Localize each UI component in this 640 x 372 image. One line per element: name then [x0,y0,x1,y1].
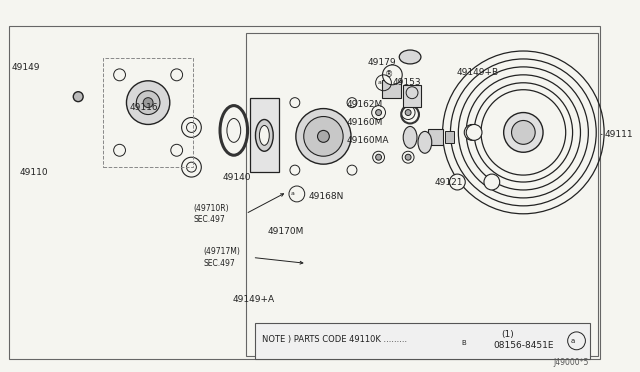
Circle shape [114,144,125,156]
Circle shape [296,109,351,164]
Text: J49000*5: J49000*5 [553,358,588,367]
Circle shape [143,98,153,108]
Polygon shape [108,63,189,162]
Text: a: a [291,192,295,196]
Text: 49110: 49110 [19,168,48,177]
Circle shape [317,131,330,142]
Ellipse shape [399,50,421,64]
Bar [381,80,401,98]
Circle shape [449,174,465,190]
Text: SEC.497: SEC.497 [193,215,225,224]
Circle shape [504,113,543,152]
Text: (1): (1) [502,330,515,339]
Text: 49149+A: 49149+A [233,295,275,304]
Text: 08156-8451E: 08156-8451E [494,341,554,350]
Circle shape [127,81,170,125]
Circle shape [347,98,357,108]
Circle shape [372,151,385,163]
Text: 49153: 49153 [392,78,421,87]
Circle shape [372,106,385,119]
Circle shape [347,165,357,175]
Text: ®: ® [385,70,394,79]
Circle shape [74,92,83,102]
Circle shape [182,118,202,137]
Bar [103,58,193,167]
Circle shape [182,157,202,177]
Text: 49140: 49140 [223,173,252,182]
Circle shape [405,110,411,116]
Bar [250,98,279,172]
Ellipse shape [418,131,432,153]
Circle shape [511,121,535,144]
Text: SEC.497: SEC.497 [204,259,235,268]
Text: B: B [461,340,466,346]
Bar [255,323,590,359]
Circle shape [114,69,125,81]
Text: 49149: 49149 [12,63,40,73]
Circle shape [171,69,182,81]
Circle shape [376,154,381,160]
Text: 49116: 49116 [129,103,158,112]
Text: 49162M: 49162M [346,100,382,109]
Text: a: a [378,80,381,85]
Text: (49717M): (49717M) [204,247,240,256]
Polygon shape [364,98,423,177]
Text: 49121: 49121 [435,177,463,186]
Circle shape [402,151,414,163]
Ellipse shape [259,125,269,145]
Bar [246,33,598,356]
Circle shape [405,154,411,160]
Circle shape [484,174,500,190]
Bar [385,68,397,80]
Ellipse shape [255,119,273,151]
Circle shape [466,125,482,140]
Text: 49168N: 49168N [308,192,344,201]
Circle shape [304,116,343,156]
Polygon shape [285,93,362,180]
Text: 49170M: 49170M [268,227,303,236]
Polygon shape [433,108,516,227]
Circle shape [464,125,480,140]
Text: 49111: 49111 [604,130,633,139]
Circle shape [401,106,415,119]
Circle shape [290,98,300,108]
Text: 49160M: 49160M [346,118,383,127]
Circle shape [290,165,300,175]
Circle shape [136,91,160,115]
Circle shape [171,144,182,156]
Bar [403,85,421,107]
Text: (49710R): (49710R) [193,204,229,213]
Ellipse shape [403,126,417,148]
Bar [428,129,443,145]
Text: a: a [570,338,575,344]
Text: 49160MA: 49160MA [346,136,388,145]
Text: NOTE ) PARTS CODE 49110K .........: NOTE ) PARTS CODE 49110K ......... [262,335,410,344]
Text: 49149+B: 49149+B [456,68,499,77]
Circle shape [376,110,381,116]
Circle shape [383,65,402,85]
Text: 49179: 49179 [368,58,396,67]
Bar [445,131,454,143]
